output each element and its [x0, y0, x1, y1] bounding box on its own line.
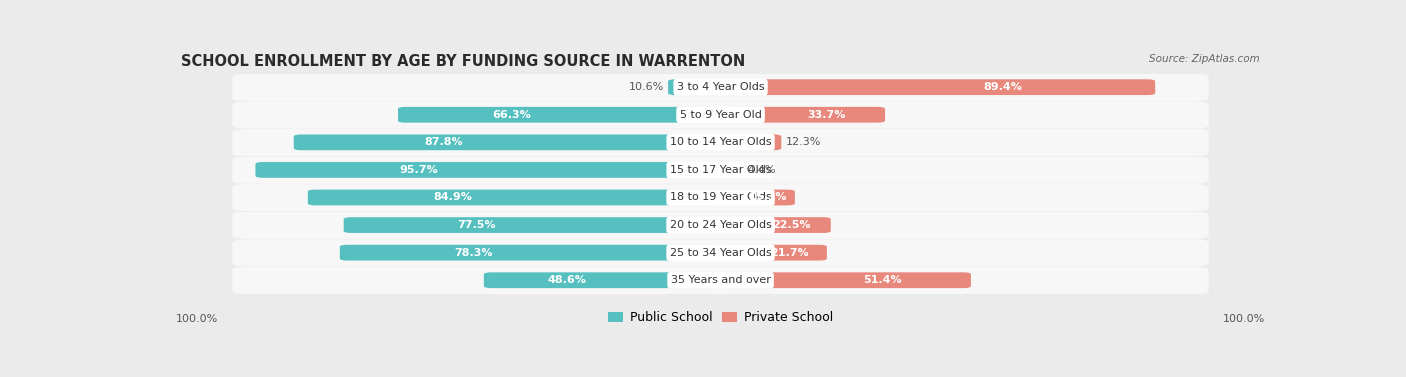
FancyBboxPatch shape	[308, 190, 721, 205]
Text: 18 to 19 Year Olds: 18 to 19 Year Olds	[669, 193, 772, 202]
FancyBboxPatch shape	[484, 272, 721, 288]
Text: 66.3%: 66.3%	[492, 110, 531, 120]
Text: 22.5%: 22.5%	[772, 220, 811, 230]
FancyBboxPatch shape	[232, 212, 1209, 239]
FancyBboxPatch shape	[720, 272, 972, 288]
Text: 10 to 14 Year Olds: 10 to 14 Year Olds	[669, 137, 772, 147]
Legend: Public School, Private School: Public School, Private School	[603, 306, 838, 329]
Text: 87.8%: 87.8%	[425, 137, 463, 147]
FancyBboxPatch shape	[720, 190, 794, 205]
FancyBboxPatch shape	[232, 129, 1209, 156]
FancyBboxPatch shape	[720, 162, 742, 178]
FancyBboxPatch shape	[720, 217, 831, 233]
FancyBboxPatch shape	[340, 245, 721, 261]
Text: 48.6%: 48.6%	[548, 275, 586, 285]
Text: Source: ZipAtlas.com: Source: ZipAtlas.com	[1149, 54, 1260, 64]
FancyBboxPatch shape	[720, 135, 782, 150]
Text: 20 to 24 Year Olds: 20 to 24 Year Olds	[669, 220, 772, 230]
FancyBboxPatch shape	[294, 135, 721, 150]
Text: 4.4%: 4.4%	[748, 165, 776, 175]
Text: 77.5%: 77.5%	[457, 220, 495, 230]
FancyBboxPatch shape	[232, 101, 1209, 129]
Text: 95.7%: 95.7%	[399, 165, 439, 175]
Text: 35 Years and over: 35 Years and over	[671, 275, 770, 285]
Text: 51.4%: 51.4%	[863, 275, 901, 285]
FancyBboxPatch shape	[232, 74, 1209, 101]
FancyBboxPatch shape	[232, 157, 1209, 184]
FancyBboxPatch shape	[256, 162, 721, 178]
Text: 78.3%: 78.3%	[454, 248, 494, 257]
FancyBboxPatch shape	[232, 267, 1209, 294]
FancyBboxPatch shape	[398, 107, 721, 123]
FancyBboxPatch shape	[720, 245, 827, 261]
FancyBboxPatch shape	[720, 79, 1156, 95]
Text: 33.7%: 33.7%	[807, 110, 846, 120]
FancyBboxPatch shape	[668, 79, 721, 95]
Text: 100.0%: 100.0%	[176, 314, 218, 324]
Text: 84.9%: 84.9%	[433, 193, 472, 202]
Text: 5 to 9 Year Old: 5 to 9 Year Old	[679, 110, 762, 120]
FancyBboxPatch shape	[343, 217, 721, 233]
FancyBboxPatch shape	[232, 239, 1209, 267]
FancyBboxPatch shape	[720, 107, 884, 123]
FancyBboxPatch shape	[232, 184, 1209, 211]
Text: 15.1%: 15.1%	[749, 193, 787, 202]
Text: 100.0%: 100.0%	[1223, 314, 1265, 324]
Text: 15 to 17 Year Olds: 15 to 17 Year Olds	[669, 165, 772, 175]
Text: 21.7%: 21.7%	[769, 248, 808, 257]
Text: 10.6%: 10.6%	[628, 82, 664, 92]
Text: 12.3%: 12.3%	[786, 137, 821, 147]
Text: SCHOOL ENROLLMENT BY AGE BY FUNDING SOURCE IN WARRENTON: SCHOOL ENROLLMENT BY AGE BY FUNDING SOUR…	[181, 54, 745, 69]
Text: 89.4%: 89.4%	[983, 82, 1022, 92]
Text: 3 to 4 Year Olds: 3 to 4 Year Olds	[676, 82, 765, 92]
Text: 25 to 34 Year Olds: 25 to 34 Year Olds	[669, 248, 772, 257]
